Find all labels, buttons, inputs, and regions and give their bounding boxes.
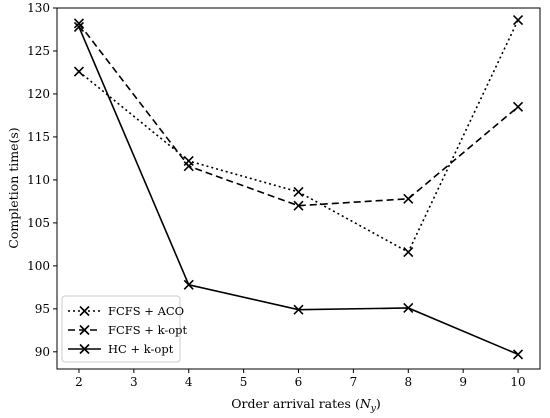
x-tick-label: 3 (130, 375, 138, 389)
x-axis-label-subscript: y (370, 404, 377, 414)
y-tick-label: 115 (27, 130, 50, 144)
data-point-marker (512, 101, 524, 112)
y-tick-label: 120 (27, 87, 50, 101)
x-axis-label: Order arrival rates (Ny) (231, 396, 381, 414)
legend-label: FCFS + ACO (108, 304, 184, 318)
data-point-marker (512, 14, 524, 26)
legend-label: HC + k-opt (108, 342, 174, 356)
series-2 (73, 18, 524, 211)
series-line (78, 19, 519, 254)
x-axis-label-main: Order arrival rates ( (231, 396, 360, 411)
x-tick-label: 4 (185, 375, 193, 389)
data-point-marker (293, 304, 304, 315)
data-point-marker (403, 193, 414, 204)
data-point-marker (403, 302, 414, 314)
x-tick-label: 8 (404, 375, 412, 389)
data-point-marker (73, 66, 85, 77)
data-point-marker (183, 161, 194, 172)
data-point-marker (293, 200, 304, 211)
plot-frame (56, 7, 541, 370)
series-lines (73, 14, 524, 360)
y-tick-label: 125 (27, 44, 50, 58)
y-tick-label: 95 (35, 302, 50, 316)
series-1 (73, 14, 524, 258)
x-axis-label-variable: N (359, 396, 372, 411)
x-tick-label: 2 (75, 375, 83, 389)
series-3 (73, 21, 524, 360)
x-tick-label: 7 (350, 375, 358, 389)
legend-item: HC + k-opt (68, 342, 174, 356)
legend-item: FCFS + ACO (68, 304, 184, 318)
y-tick-label: 90 (35, 345, 50, 359)
legend-item: FCFS + k-opt (68, 323, 188, 337)
data-point-marker (73, 18, 85, 29)
data-point-marker (403, 247, 414, 258)
legend-box (61, 295, 181, 363)
x-axis-label-end: ) (376, 396, 381, 411)
data-point-marker (512, 349, 524, 360)
x-tick-label: 6 (295, 375, 303, 389)
y-tick-label: 130 (27, 1, 50, 15)
y-axis-label: Completion time(s) (6, 127, 21, 248)
y-tick-label: 105 (27, 216, 50, 230)
legend: FCFS + ACO FCFS + k-opt HC + k-opt (61, 295, 188, 363)
data-point-marker (293, 186, 304, 198)
x-tick-label: 10 (510, 375, 525, 389)
series-line (78, 22, 519, 207)
y-tick-label: 100 (27, 259, 50, 273)
legend-marker (79, 305, 90, 317)
legend-label: FCFS + k-opt (108, 323, 188, 337)
legend-marker (79, 324, 90, 336)
x-tick-label: 9 (459, 375, 467, 389)
legend-marker (79, 343, 90, 355)
axis-ticks: 2 3 4 5 6 7 8 9 10 90 95 100 105 110 115 120 125 130 (27, 1, 526, 389)
x-tick-label: 5 (240, 375, 248, 389)
y-tick-label: 110 (27, 173, 50, 187)
data-point-marker (183, 279, 194, 290)
data-point-marker (73, 21, 85, 32)
data-point-marker (183, 155, 194, 167)
